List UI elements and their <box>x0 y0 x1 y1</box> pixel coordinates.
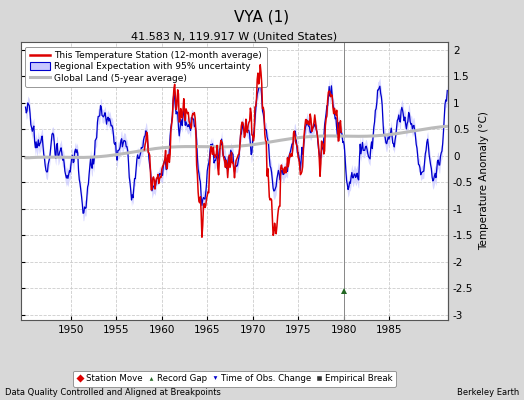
Text: VYA (1): VYA (1) <box>234 10 290 25</box>
Text: Berkeley Earth: Berkeley Earth <box>456 388 519 397</box>
Text: Data Quality Controlled and Aligned at Breakpoints: Data Quality Controlled and Aligned at B… <box>5 388 221 397</box>
Legend: Station Move, Record Gap, Time of Obs. Change, Empirical Break: Station Move, Record Gap, Time of Obs. C… <box>73 371 396 386</box>
Title: 41.583 N, 119.917 W (United States): 41.583 N, 119.917 W (United States) <box>132 31 337 41</box>
Y-axis label: Temperature Anomaly (°C): Temperature Anomaly (°C) <box>479 112 489 250</box>
